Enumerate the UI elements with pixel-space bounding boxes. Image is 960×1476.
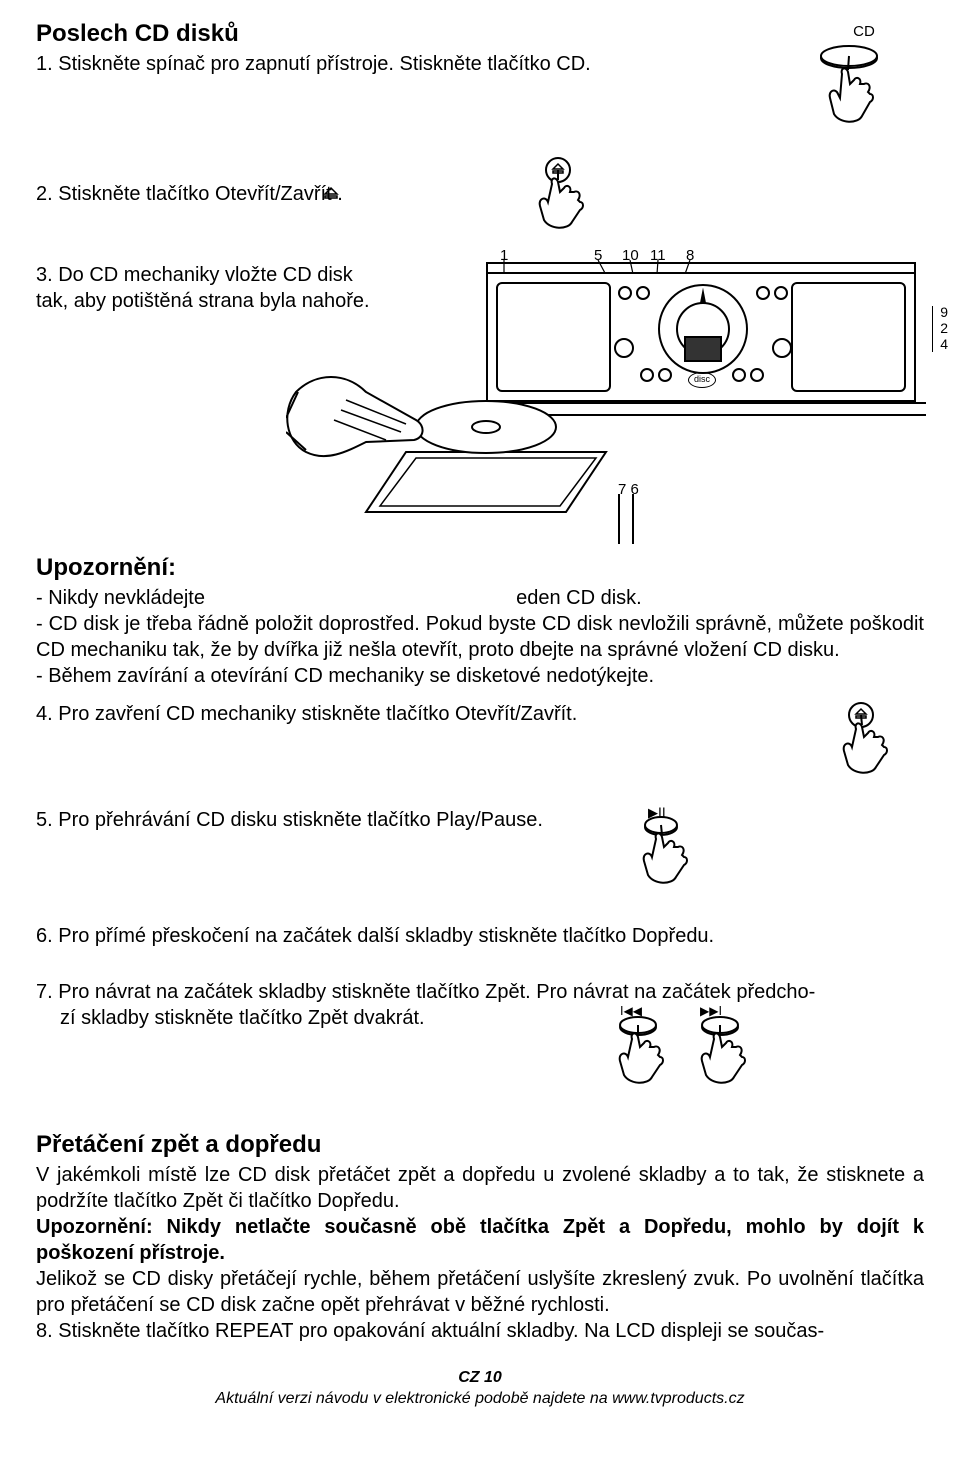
warning-line1b: eden CD disk.: [516, 587, 642, 609]
section2-title: Přetáčení zpět a dopředu: [36, 1129, 924, 1160]
step7-text-a: 7. Pro návrat na začátek skladby stiskně…: [36, 979, 924, 1005]
warning-title: Upozornění:: [36, 552, 924, 583]
playpause-press-icon: ▶ⅠⅠ: [616, 807, 696, 887]
hand-insert-cd-icon: [286, 332, 626, 522]
eject-glyph-icon: [322, 186, 340, 202]
step3-text-a: 3. Do CD mechaniky vložte CD disk: [36, 262, 486, 288]
eject-press-icon: [506, 154, 606, 234]
page-title: Poslech CD disků: [36, 18, 804, 49]
step2-text: 2. Stiskněte tlačítko Otevřít/Zavřít .: [36, 181, 506, 207]
step4-text: 4. Pro zavření CD mechaniky stiskněte tl…: [36, 701, 656, 727]
warning-line1a: - Nikdy nevkládejte: [36, 587, 205, 609]
cd-press-icon: CD: [804, 18, 924, 126]
warning-p1: - CD disk je třeba řádně položit doprost…: [36, 611, 924, 663]
step3-text-b: tak, aby potištěná strana byla nahoře.: [36, 288, 486, 314]
step1-text: 1. Stiskněte spínač pro zapnutí přístroj…: [36, 51, 804, 77]
page-number: CZ 10: [36, 1368, 924, 1389]
section2-p2: Upozornění: Nikdy netlačte současně obě …: [36, 1214, 924, 1266]
warning-p2: - Během zavírání a otevírání CD mechanik…: [36, 663, 924, 689]
section2-p3: Jelikož se CD disky přetáčejí rychle, bě…: [36, 1266, 924, 1318]
step7-text-b: zí skladby stiskněte tlačítko Zpět dvakr…: [60, 1005, 590, 1031]
step6-text: 6. Pro přímé přeskočení na začátek další…: [36, 923, 924, 949]
step5-text: 5. Pro přehrávání CD disku stiskněte tla…: [36, 807, 616, 833]
device-side-numbers: 9 2 4: [940, 304, 948, 352]
prev-next-press-icon: Ⅰ◀◀ ▶▶Ⅰ: [590, 1005, 760, 1089]
footer-note: Aktuální verzi návodu v elektronické pod…: [36, 1389, 924, 1410]
section2-p1: V jakémkoli místě lze CD disk přetáčet z…: [36, 1162, 924, 1214]
eject-press-icon-2: [656, 701, 896, 777]
cd-logo-icon: disc: [688, 372, 716, 388]
cd-label: CD: [804, 22, 924, 42]
device-num-76: 7 6: [618, 480, 639, 500]
section2-p4: 8. Stiskněte tlačítko REPEAT pro opaková…: [36, 1318, 924, 1344]
device-diagram: 1 5 10 11 8: [486, 262, 924, 452]
page-footer: CZ 10 Aktuální verzi návodu v elektronic…: [36, 1368, 924, 1410]
